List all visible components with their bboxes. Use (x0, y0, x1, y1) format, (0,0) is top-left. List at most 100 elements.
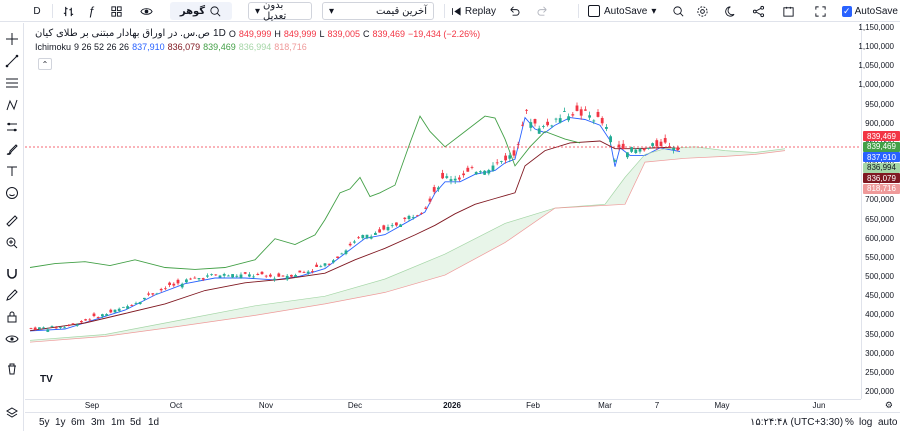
fib-lines-icon[interactable] (4, 75, 20, 91)
stay-drawing-icon[interactable] (4, 287, 20, 303)
lock-icon[interactable] (4, 309, 20, 325)
high-value: 849,999 (283, 28, 317, 39)
candle-body (365, 234, 369, 239)
crosshair-icon[interactable] (4, 31, 20, 47)
replay-button[interactable]: Replay (450, 2, 496, 20)
candle-body (642, 148, 646, 151)
symbol-search-label: گوهر (179, 5, 206, 17)
candle-body (239, 274, 243, 278)
candle-body (579, 109, 583, 116)
price-tick-label: 1,050,000 (858, 61, 894, 71)
autosave-checkbox-label: AutoSave (854, 5, 898, 17)
price-type-label: آخرین قیمت (375, 5, 427, 17)
price-tick-label: 300,000 (865, 348, 894, 358)
candle-body (537, 128, 541, 134)
price-axis[interactable]: 1,150,000 1,100,000 1,050,000 1,000,000 950,… (858, 23, 900, 399)
percent-scale-button[interactable]: % (845, 417, 854, 428)
trash-icon[interactable] (4, 361, 20, 377)
text-tool-icon[interactable] (4, 163, 20, 179)
interval-button[interactable]: D (33, 5, 41, 17)
candle-body (193, 277, 197, 279)
candle-body (621, 143, 625, 150)
candle-body (344, 250, 348, 254)
candle-body (92, 313, 96, 317)
trend-line-icon[interactable] (4, 53, 20, 69)
chevron-down-icon: ▾ (255, 5, 261, 17)
price-badge: 836,994 (863, 162, 900, 173)
range-3m[interactable]: 3m (91, 417, 105, 428)
range-6m[interactable]: 6m (71, 417, 85, 428)
magnet-icon[interactable] (4, 265, 20, 281)
range-1y[interactable]: 1y (55, 417, 66, 428)
candle-body (130, 305, 134, 306)
brush-icon[interactable] (4, 141, 20, 157)
hide-eye-icon[interactable] (4, 331, 20, 347)
candle-body (374, 232, 377, 235)
candle-body (647, 147, 650, 149)
candle-body (252, 276, 255, 278)
candle-body (71, 323, 75, 325)
candle-body (378, 229, 381, 233)
dark-mode-moon-icon[interactable] (720, 2, 736, 20)
auto-scale-button[interactable]: auto (878, 417, 898, 428)
candle-body (222, 274, 226, 276)
zoom-in-icon[interactable] (4, 235, 20, 251)
settings-gear-icon[interactable] (694, 2, 710, 20)
candle-body (105, 314, 108, 316)
candle-body (256, 273, 260, 275)
range-5y[interactable]: 5y (39, 417, 50, 428)
pattern-icon[interactable] (4, 97, 20, 113)
snapshot-icon[interactable] (780, 2, 796, 20)
candle-body (634, 149, 638, 154)
candle-body (155, 293, 159, 295)
indicator-name[interactable]: Ichimoku (35, 42, 72, 52)
log-scale-button[interactable]: log (859, 417, 873, 428)
candle-body (227, 275, 230, 277)
range-1m[interactable]: 1m (111, 417, 125, 428)
candle-body (361, 235, 365, 239)
legend-collapse-button[interactable]: ⌃ (38, 58, 52, 70)
undo-icon[interactable] (505, 2, 521, 20)
time-tick-label: May (714, 401, 730, 410)
chart-area[interactable]: TV (25, 23, 861, 399)
candle-body (542, 126, 545, 127)
candle-body (676, 147, 680, 151)
range-5d[interactable]: 5d (130, 417, 142, 428)
candle-body (122, 306, 125, 308)
range-1d[interactable]: 1d (148, 417, 160, 428)
candle-body (264, 275, 268, 277)
candle-body (441, 172, 444, 179)
zoom-search-icon[interactable] (670, 2, 686, 20)
clock[interactable]: ۱۵:۲۴:۴۸ (UTC+3:30) (750, 417, 844, 428)
visibility-eye-icon[interactable] (138, 2, 154, 20)
share-icon[interactable] (750, 2, 766, 20)
emoji-icon[interactable] (4, 185, 20, 201)
fullscreen-icon[interactable] (812, 2, 828, 20)
candle-body (487, 170, 491, 174)
candle-body (567, 116, 570, 121)
price-chart[interactable]: TV (25, 23, 861, 399)
time-axis[interactable]: ⚙ Sep Oct Nov Dec 2026 Feb Mar 7 May Jun (25, 399, 893, 411)
ruler-icon[interactable] (4, 213, 20, 229)
object-tree-icon[interactable] (4, 405, 20, 421)
price-tick-label: 550,000 (865, 252, 894, 262)
candle-body (575, 105, 579, 111)
indicators-fx-icon[interactable]: ƒ (88, 4, 96, 18)
symbol-search-button[interactable]: گوهر (170, 2, 232, 20)
time-axis-settings-icon[interactable]: ⚙ (884, 400, 893, 410)
layout-grid-icon[interactable] (108, 2, 124, 20)
candle-body (315, 264, 318, 267)
price-type-select[interactable]: ▾ آخرین قیمت (322, 2, 434, 20)
lead-b-value: 818,716 (274, 42, 307, 52)
forecast-icon[interactable] (4, 119, 20, 135)
candle-body (210, 274, 213, 276)
redo-icon[interactable] (535, 2, 551, 20)
leading-span-a-line (29, 146, 786, 341)
candle-body (609, 136, 612, 143)
autosave-checkbox[interactable]: ✓ AutoSave (842, 2, 898, 20)
adjustment-select[interactable]: ▾ بدون تعدیل (248, 0, 312, 22)
candle-body (42, 327, 45, 329)
chart-legend: ص.س. در اوراق بهادار مبتنی بر طلای کیان … (35, 28, 480, 52)
autosave-dropdown[interactable]: AutoSave ▾ (588, 2, 668, 20)
bar-style-icon[interactable] (60, 2, 76, 20)
